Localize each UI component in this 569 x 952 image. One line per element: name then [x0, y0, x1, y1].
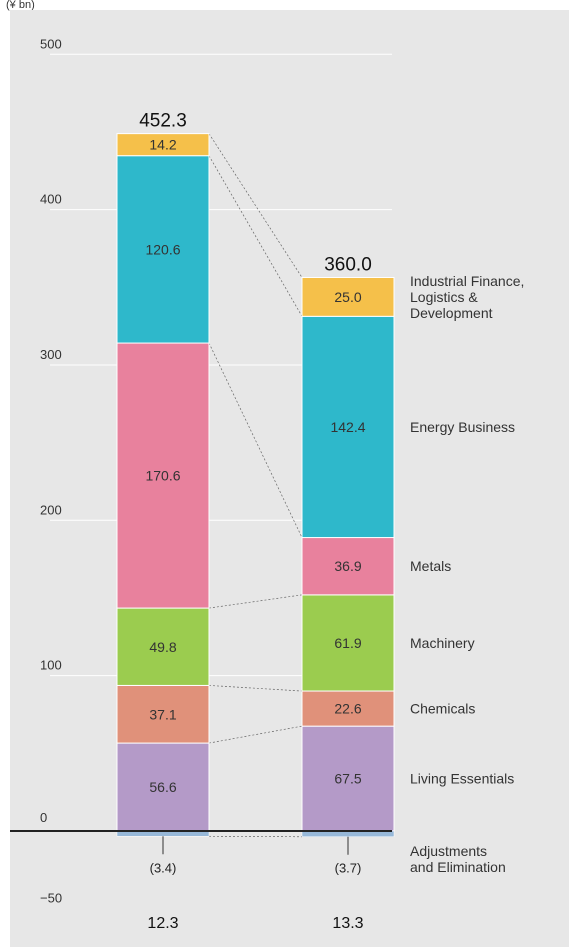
- y-tick-label: 0: [40, 810, 47, 825]
- data-label: 120.6: [145, 241, 180, 257]
- connector-line: [209, 134, 302, 278]
- data-label: 67.5: [334, 771, 361, 787]
- y-tick-label: −50: [40, 891, 62, 906]
- legend-label: Energy Business: [410, 419, 515, 435]
- connector-line: [209, 343, 302, 537]
- data-label: 37.1: [149, 706, 176, 722]
- y-tick-label: 400: [40, 192, 62, 207]
- data-label: 170.6: [145, 468, 180, 484]
- legend-label: Living Essentials: [410, 771, 514, 787]
- total-label: 452.3: [139, 111, 187, 132]
- data-label: 22.6: [334, 701, 361, 717]
- chart-panel: 500 400 300 200 100 0 −50 56.6 37.1 49.8 170.6 120.…: [10, 10, 569, 947]
- total-label: 360.0: [324, 254, 372, 275]
- connector-line: [209, 595, 302, 608]
- legend-label: Machinery: [410, 635, 475, 651]
- data-label: 56.6: [149, 779, 176, 795]
- y-tick-label: 100: [40, 658, 62, 673]
- legend-label: Metals: [410, 558, 451, 574]
- x-category-label: 12.3: [147, 915, 178, 932]
- data-label-negative: (3.7): [335, 861, 362, 876]
- stacked-bar-chart: 500 400 300 200 100 0 −50 56.6 37.1 49.8 170.6 120.…: [10, 10, 569, 947]
- data-label: 36.9: [334, 558, 361, 574]
- legend-label: Chemicals: [410, 701, 475, 717]
- unit-label: (¥ bn): [6, 0, 35, 10]
- data-label: 61.9: [334, 635, 361, 651]
- connector-line: [209, 685, 302, 691]
- x-category-label: 13.3: [332, 915, 363, 932]
- data-label: 25.0: [334, 289, 361, 305]
- data-label: 49.8: [149, 639, 176, 655]
- data-label: 14.2: [149, 137, 176, 153]
- y-tick-label: 200: [40, 502, 62, 517]
- legend-label: Industrial Finance,Logistics &Developmen…: [410, 273, 524, 321]
- data-label-negative: (3.4): [150, 860, 177, 875]
- data-label: 142.4: [330, 419, 365, 435]
- y-tick-label: 300: [40, 347, 62, 362]
- connector-line: [209, 726, 302, 743]
- connector-line: [209, 156, 302, 317]
- y-tick-label: 500: [40, 36, 62, 51]
